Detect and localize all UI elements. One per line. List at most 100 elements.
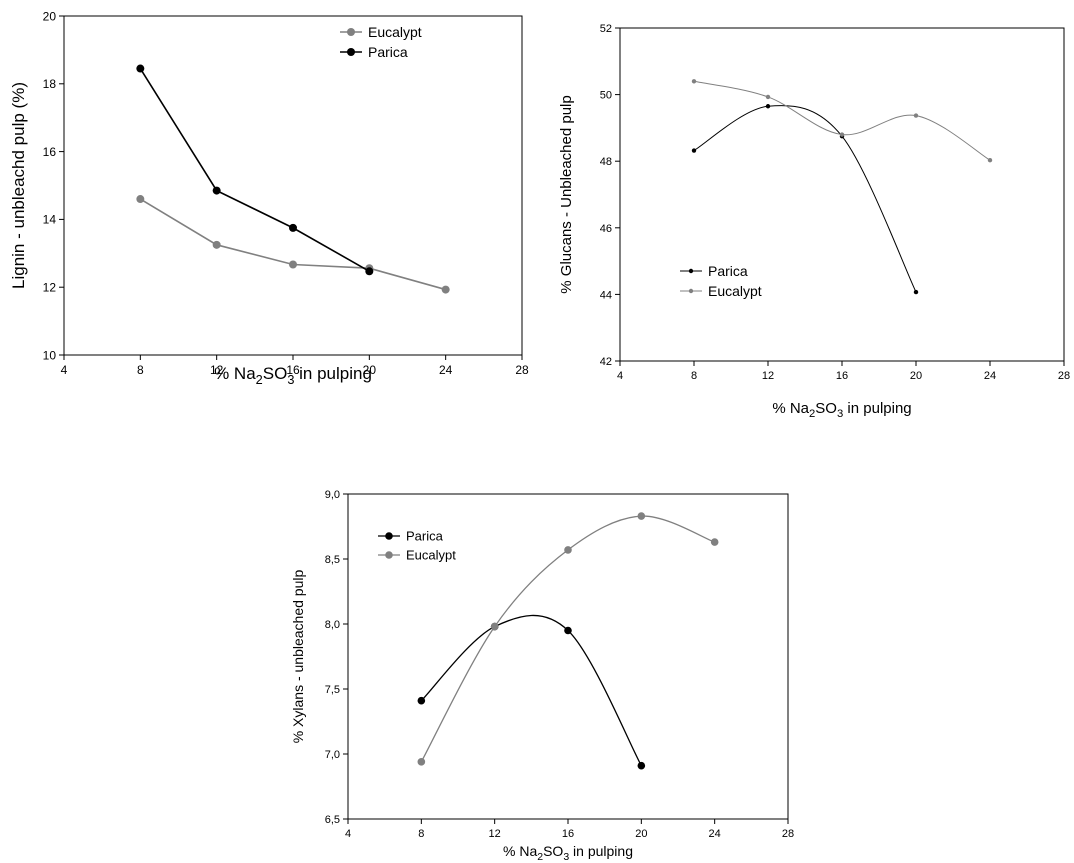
y-tick-label: 48 [600,156,612,168]
data-point-parica [289,223,297,232]
x-axis-label-part: SO [263,364,288,383]
legend-label-eucalypt: Eucalypt [708,283,762,299]
plot-frame [63,15,523,356]
data-point-parica [765,104,771,109]
x-axis-label: % Na2SO3 in pulping [772,400,911,420]
data-point-parica [365,267,374,276]
x-axis-label-part: in pulping [294,364,372,383]
data-point-eucalypt [441,285,450,294]
plot-frame [619,27,1065,362]
x-tick-label: 12 [489,828,501,840]
y-tick-label: 12 [43,281,57,295]
legend-label-eucalypt: Eucalypt [368,24,422,40]
chart-xylans: 4 8 12 16 20 24 28 6,5 7,0 7,5 8,0 8,5 9,0 % Na2SO3 i… [290,489,794,863]
y-tick-label: 9,0 [325,489,340,501]
data-point-eucalypt [710,538,719,546]
data-point-parica [637,761,646,770]
data-point-parica [212,186,221,195]
x-tick-label: 12 [762,370,774,382]
legend-label-parica: Parica [368,44,408,60]
x-axis-label-part: SO [543,843,563,859]
x-tick-label: 4 [61,363,68,377]
y-axis-label: % Glucans - Unbleached pulp [558,95,575,293]
y-axis-label: % Xylans - unbleached pulp [290,570,306,744]
x-tick-label: 28 [515,363,529,377]
legend-label-parica: Parica [406,529,444,544]
x-axis-label-subscript: 2 [256,372,263,387]
y-tick-label: 42 [600,356,612,368]
x-axis-label-part: % Na [772,400,809,417]
x-tick-label: 12 [210,363,224,377]
legend-label-eucalypt: Eucalypt [406,548,456,563]
legend-marker-parica [347,48,355,56]
data-point-parica [136,64,145,73]
x-axis-label-subscript: 3 [837,408,843,420]
data-point-eucalypt [417,758,426,766]
x-tick-label: 28 [782,828,794,840]
y-tick-label: 20 [43,9,57,23]
x-axis-label-part: % Na [214,364,256,383]
series-line-parica [139,68,370,272]
x-tick-label: 24 [709,828,721,840]
data-point-eucalypt [136,195,145,204]
y-tick-label: 44 [600,289,612,301]
x-tick-label: 16 [286,363,300,377]
series-line-parica [420,614,642,767]
x-tick-label: 20 [635,828,647,840]
series-line-eucalypt [420,515,715,763]
y-tick-label: 10 [43,348,57,362]
data-point-eucalypt [289,260,297,269]
y-tick-label: 46 [600,223,612,235]
x-tick-label: 4 [345,828,351,840]
x-tick-label: 4 [617,370,623,382]
x-tick-label: 8 [691,370,697,382]
x-tick-label: 20 [363,363,377,377]
y-tick-label: 8,5 [325,554,340,566]
y-axis-label: Lignin - unbleachd pulp (%) [9,82,28,289]
x-tick-label: 20 [910,370,922,382]
data-point-eucalypt [212,240,221,249]
x-axis-label-subscript: 2 [537,851,543,863]
x-tick-label: 16 [836,370,848,382]
series-eucalypt [691,79,993,163]
legend-marker-eucalypt [347,28,355,36]
y-tick-label: 8,0 [325,619,340,631]
data-point-eucalypt [987,158,993,163]
data-point-parica [417,696,426,705]
x-tick-label: 28 [1058,370,1070,382]
y-tick-label: 50 [600,90,612,102]
series-parica [136,64,374,276]
legend-marker-parica [688,268,694,274]
x-axis-label-part: in pulping [569,843,633,859]
data-point-parica [564,626,572,635]
x-tick-label: 8 [418,828,424,840]
data-point-eucalypt [490,622,499,631]
data-point-parica [691,148,697,153]
y-tick-label: 7,5 [325,684,340,696]
series-line-eucalypt [693,80,991,161]
x-axis-label-part: SO [815,400,837,417]
y-tick-label: 18 [43,77,57,91]
series-eucalypt [417,512,719,766]
series-line-eucalypt [139,198,446,291]
x-axis-label-part: in pulping [843,400,911,417]
y-tick-label: 6,5 [325,814,340,826]
y-tick-label: 7,0 [325,749,340,761]
series-parica [417,614,646,770]
x-axis-label-subscript: 3 [563,851,569,863]
legend-marker-eucalypt [688,288,694,294]
y-tick-label: 16 [43,145,57,159]
x-axis-label-subscript: 3 [287,372,294,387]
x-tick-label: 24 [439,363,453,377]
series-eucalypt [136,195,450,294]
x-tick-label: 8 [137,363,144,377]
data-point-eucalypt [839,132,845,137]
legend-marker-parica [385,532,393,540]
data-point-eucalypt [691,79,697,84]
x-tick-label: 24 [984,370,996,382]
legend-marker-eucalypt [385,551,393,559]
y-tick-label: 52 [600,23,612,35]
